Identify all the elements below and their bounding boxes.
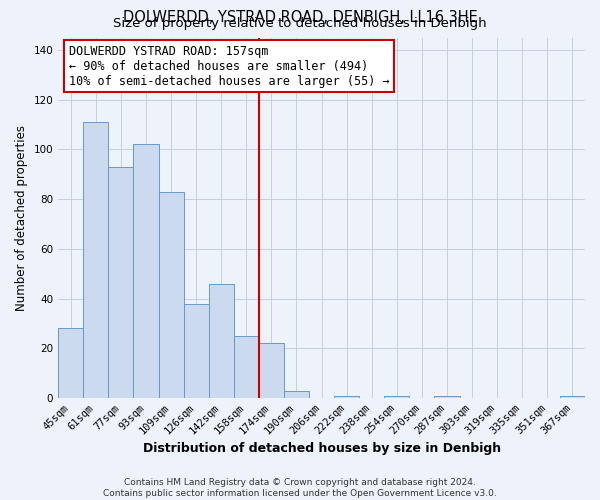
Bar (158, 192, 184, 398)
Bar (284, 390, 309, 398)
Text: Size of property relative to detached houses in Denbigh: Size of property relative to detached ho… (113, 18, 487, 30)
Bar (334, 396, 359, 398)
Bar (234, 336, 259, 398)
Bar (83, 122, 109, 398)
Text: Contains HM Land Registry data © Crown copyright and database right 2024.
Contai: Contains HM Land Registry data © Crown c… (103, 478, 497, 498)
Bar (133, 144, 158, 398)
Bar (58, 328, 83, 398)
Bar (184, 304, 209, 398)
Bar (560, 396, 585, 398)
Bar (434, 396, 460, 398)
Bar (209, 284, 234, 398)
Bar (109, 167, 133, 398)
Text: DOLWERDD, YSTRAD ROAD, DENBIGH, LL16 3HE: DOLWERDD, YSTRAD ROAD, DENBIGH, LL16 3HE (122, 10, 478, 25)
Bar (259, 344, 284, 398)
Text: DOLWERDD YSTRAD ROAD: 157sqm
← 90% of detached houses are smaller (494)
10% of s: DOLWERDD YSTRAD ROAD: 157sqm ← 90% of de… (69, 44, 389, 88)
X-axis label: Distribution of detached houses by size in Denbigh: Distribution of detached houses by size … (143, 442, 500, 455)
Bar (385, 396, 409, 398)
Y-axis label: Number of detached properties: Number of detached properties (15, 124, 28, 310)
